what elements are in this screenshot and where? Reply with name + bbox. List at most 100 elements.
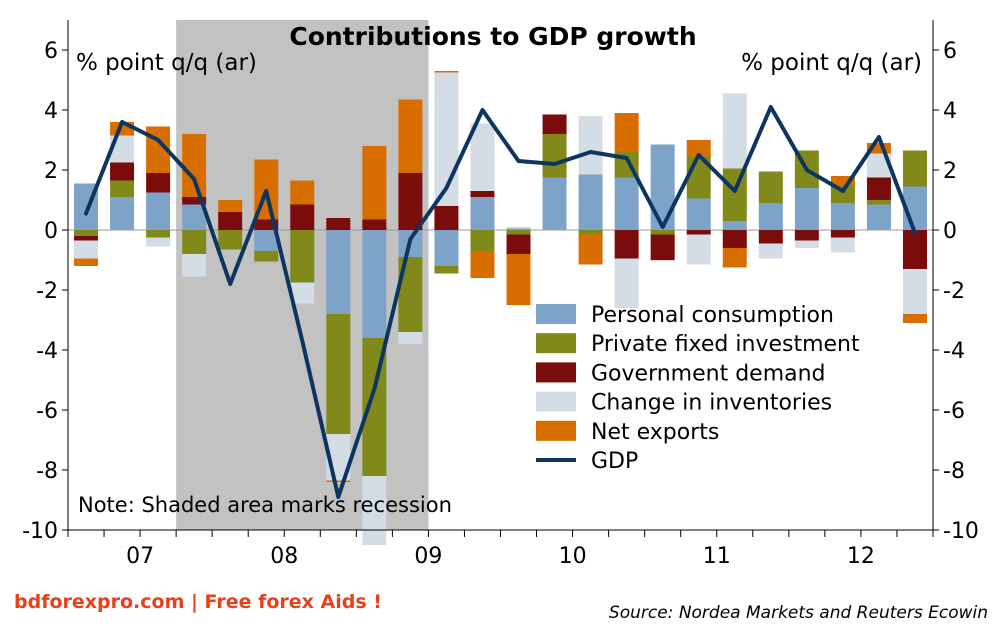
bar-government-demand-08q1 bbox=[218, 212, 243, 230]
bar-change-in-inventories-11q1 bbox=[650, 260, 675, 262]
bar-government-demand-09q1 bbox=[362, 219, 387, 230]
legend-swatch bbox=[536, 420, 576, 441]
legend-label: Net exports bbox=[591, 420, 719, 445]
x-tick-label: 08 bbox=[270, 544, 298, 569]
legend-swatch bbox=[536, 362, 576, 383]
bar-change-in-inventories-12q1 bbox=[794, 240, 819, 248]
bar-personal-consumption-10q2 bbox=[542, 177, 567, 230]
bar-government-demand-09q2 bbox=[398, 173, 423, 230]
bar-government-demand-12q1 bbox=[794, 230, 819, 241]
x-tick-label: 12 bbox=[847, 544, 875, 569]
y-tick-label-right: 4 bbox=[943, 99, 957, 124]
bar-government-demand-11q4 bbox=[758, 230, 783, 244]
bar-net-exports-08q4 bbox=[326, 480, 351, 482]
y-tick-label-left: 2 bbox=[44, 159, 58, 184]
bar-government-demand-08q4 bbox=[326, 218, 351, 230]
bar-personal-consumption-11q4 bbox=[758, 203, 783, 230]
legend-label: Government demand bbox=[591, 361, 826, 386]
x-tick-label: 10 bbox=[559, 544, 587, 569]
bar-personal-consumption-08q4 bbox=[326, 230, 351, 314]
x-tick-label: 07 bbox=[126, 544, 154, 569]
bar-government-demand-12q3 bbox=[866, 177, 891, 200]
legend-label: Private fixed investment bbox=[591, 332, 860, 357]
bar-net-exports-09q4 bbox=[470, 251, 495, 278]
bar-personal-consumption-09q4 bbox=[470, 197, 495, 230]
bar-personal-consumption-07q2 bbox=[110, 197, 135, 230]
bar-net-exports-08q3 bbox=[290, 180, 315, 205]
bar-net-exports-07q1 bbox=[74, 258, 99, 266]
bar-government-demand-08q2 bbox=[254, 219, 279, 230]
bar-change-in-inventories-09q4 bbox=[470, 123, 495, 191]
bar-private-fixed-investment-08q2 bbox=[254, 251, 279, 262]
bar-government-demand-07q1 bbox=[74, 236, 99, 241]
bar-change-in-inventories-07q4 bbox=[182, 254, 207, 277]
bar-personal-consumption-11q1 bbox=[650, 144, 675, 230]
bar-personal-consumption-10q1 bbox=[506, 228, 531, 230]
bar-government-demand-12q4 bbox=[902, 230, 927, 269]
watermark-text: bdforexpro.com | Free forex Aids ! bbox=[14, 591, 382, 613]
bar-private-fixed-investment-07q4 bbox=[182, 230, 207, 254]
y-tick-label-left: -6 bbox=[36, 399, 58, 424]
bar-personal-consumption-09q1 bbox=[362, 230, 387, 338]
y-tick-label-right: -10 bbox=[943, 519, 979, 544]
y-tick-label-left: 4 bbox=[44, 99, 58, 124]
bar-private-fixed-investment-09q4 bbox=[470, 230, 495, 251]
bar-government-demand-12q2 bbox=[830, 230, 855, 238]
bar-private-fixed-investment-08q1 bbox=[218, 230, 243, 250]
y-tick-label-right: -8 bbox=[943, 459, 965, 484]
bar-change-in-inventories-11q3 bbox=[722, 93, 747, 169]
bar-private-fixed-investment-08q4 bbox=[326, 314, 351, 434]
chart-title: Contributions to GDP growth bbox=[289, 22, 696, 51]
y-tick-label-left: -2 bbox=[36, 279, 58, 304]
bar-change-in-inventories-07q1 bbox=[74, 240, 99, 259]
bar-personal-consumption-08q2 bbox=[254, 230, 279, 251]
x-tick-label: 11 bbox=[703, 544, 731, 569]
bar-net-exports-09q1 bbox=[362, 146, 387, 220]
bar-private-fixed-investment-12q4 bbox=[902, 150, 927, 187]
y-axis-label-left: % point q/q (ar) bbox=[76, 50, 257, 76]
y-tick-label-right: -2 bbox=[943, 279, 965, 304]
legend-swatch bbox=[536, 391, 576, 412]
bar-government-demand-11q2 bbox=[686, 230, 711, 235]
bar-government-demand-11q3 bbox=[722, 230, 747, 248]
bar-private-fixed-investment-10q1 bbox=[506, 230, 531, 235]
bar-net-exports-12q3 bbox=[866, 143, 891, 154]
y-tick-label-left: -10 bbox=[22, 519, 58, 544]
bar-change-in-inventories-08q3 bbox=[290, 282, 315, 304]
bar-private-fixed-investment-12q3 bbox=[866, 200, 891, 205]
bar-personal-consumption-07q3 bbox=[146, 192, 171, 230]
bar-government-demand-08q3 bbox=[290, 204, 315, 230]
bar-change-in-inventories-11q4 bbox=[758, 243, 783, 259]
bar-net-exports-09q2 bbox=[398, 99, 423, 173]
bar-net-exports-10q1 bbox=[506, 254, 531, 305]
bar-private-fixed-investment-11q4 bbox=[758, 171, 783, 203]
bar-net-exports-07q4 bbox=[182, 134, 207, 197]
y-tick-label-right: 0 bbox=[943, 219, 957, 244]
recession-note: Note: Shaded area marks recession bbox=[78, 493, 452, 517]
bar-government-demand-09q4 bbox=[470, 191, 495, 197]
y-tick-label-right: -6 bbox=[943, 399, 965, 424]
bar-change-in-inventories-07q3 bbox=[146, 237, 171, 247]
bar-private-fixed-investment-10q3 bbox=[578, 230, 603, 235]
bar-net-exports-12q2 bbox=[830, 176, 855, 185]
y-tick-label-right: 6 bbox=[943, 39, 957, 64]
bar-government-demand-10q2 bbox=[542, 114, 567, 134]
y-tick-label-left: -4 bbox=[36, 339, 58, 364]
legend-label: Personal consumption bbox=[591, 303, 834, 328]
y-tick-label-left: -8 bbox=[36, 459, 58, 484]
bar-personal-consumption-10q3 bbox=[578, 174, 603, 230]
bar-personal-consumption-12q1 bbox=[794, 188, 819, 230]
bar-change-in-inventories-10q4 bbox=[614, 258, 639, 308]
bar-change-in-inventories-11q2 bbox=[686, 234, 711, 265]
bar-personal-consumption-07q4 bbox=[182, 204, 207, 230]
bar-change-in-inventories-10q1 bbox=[506, 227, 531, 229]
legend-label: GDP bbox=[591, 449, 638, 474]
bar-private-fixed-investment-09q3 bbox=[434, 266, 459, 274]
bar-government-demand-10q1 bbox=[506, 234, 531, 254]
bar-government-demand-07q2 bbox=[110, 162, 135, 181]
bar-private-fixed-investment-07q3 bbox=[146, 230, 171, 238]
bar-government-demand-10q4 bbox=[614, 230, 639, 259]
bar-government-demand-07q3 bbox=[146, 173, 171, 193]
bar-private-fixed-investment-08q3 bbox=[290, 230, 315, 283]
